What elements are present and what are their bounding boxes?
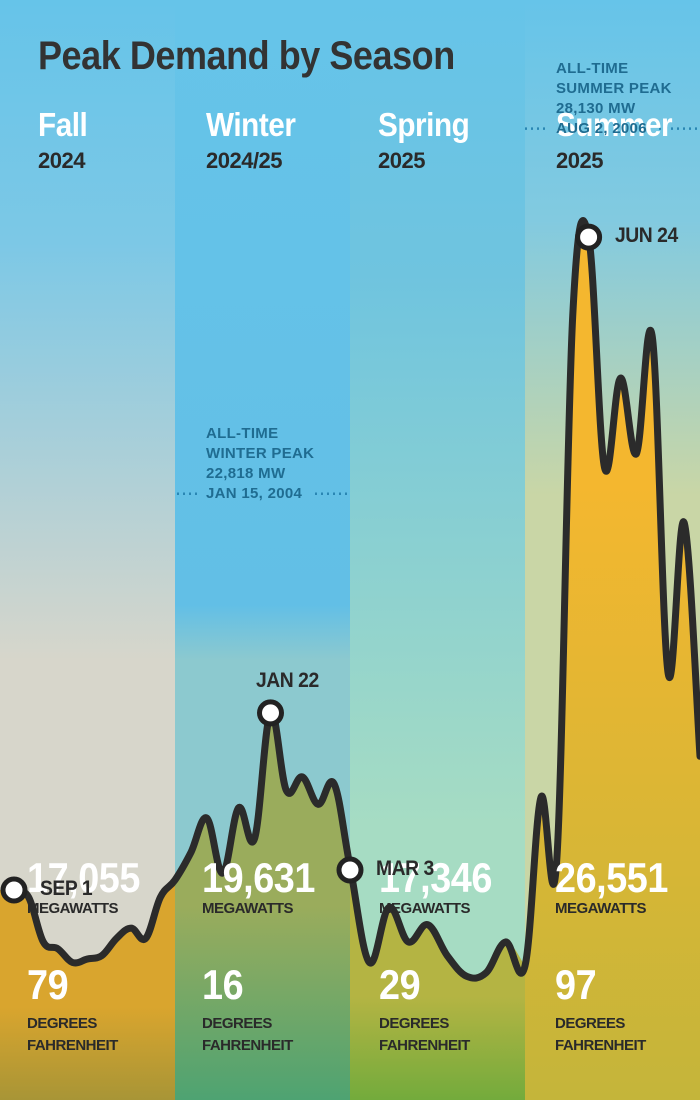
record-line-text: SUMMER PEAK	[556, 79, 672, 97]
season-name: Summer	[556, 106, 673, 143]
demand-line	[10, 217, 700, 982]
record-line-text: 28,130 MW	[556, 99, 636, 117]
season-stats-spring: 17,346 MEGAWATTS 29 DEGREES FAHRENHEIT	[379, 854, 504, 1057]
peak-marker-winter	[257, 699, 284, 727]
fahrenheit-unit: FAHRENHEIT	[202, 1037, 293, 1054]
peak-megawatts: 17,055	[27, 854, 140, 901]
chart-title: Peak Demand by Season	[38, 34, 455, 78]
peak-temperature: 97	[555, 961, 597, 1008]
peak-label-winter: JAN 22	[256, 668, 320, 692]
season-heading-spring: Spring 2025	[378, 106, 480, 174]
degrees-unit: DEGREES	[379, 1015, 449, 1032]
degrees-unit: DEGREES	[555, 1015, 625, 1032]
peak-temperature: 16	[202, 961, 244, 1008]
record-line-text: ALL-TIME	[206, 424, 279, 442]
season-heading-summer: Summer 2025	[556, 106, 685, 174]
season-stats-summer: 26,551 MEGAWATTS 97 DEGREES FAHRENHEIT	[555, 854, 680, 1057]
peak-label-fall: SEP 1	[40, 876, 93, 900]
peak-temperature: 79	[27, 961, 69, 1008]
peak-temperature: 29	[379, 961, 421, 1008]
peak-marker-fall	[0, 876, 28, 904]
season-heading-winter: Winter 2024/25	[206, 106, 305, 174]
record-line-text: WINTER PEAK	[206, 444, 315, 462]
season-area-fall	[0, 880, 175, 1100]
fahrenheit-unit: FAHRENHEIT	[27, 1037, 118, 1054]
degrees-unit: DEGREES	[27, 1015, 97, 1032]
record-label-winter: ALL-TIME WINTER PEAK 22,818 MW JAN 15, 2004	[206, 424, 314, 504]
season-stats-winter: 19,631 MEGAWATTS 16 DEGREES FAHRENHEIT	[202, 854, 327, 1057]
season-heading-fall: Fall 2024	[38, 106, 93, 174]
season-year: 2024	[38, 148, 85, 173]
peak-label-spring: MAR 3	[376, 856, 434, 880]
degrees-unit: DEGREES	[202, 1015, 272, 1032]
season-name: Spring	[378, 106, 470, 143]
peak-marker-summer	[575, 223, 603, 251]
season-name: Winter	[206, 106, 296, 143]
record-line-text: 22,818 MW	[206, 464, 286, 482]
megawatts-unit: MEGAWATTS	[202, 900, 294, 917]
season-band-spring	[350, 0, 525, 1100]
record-label-summer: ALL-TIME SUMMER PEAK 28,130 MW AUG 2, 2006	[556, 59, 672, 139]
season-area-winter	[175, 712, 350, 1100]
peak-label-summer: JUN 24	[614, 224, 678, 248]
season-year: 2025	[378, 148, 425, 173]
record-line-text: JAN 15, 2004	[206, 484, 303, 502]
season-year: 2024/25	[206, 148, 283, 173]
season-stats-fall: 17,055 MEGAWATTS 79 DEGREES FAHRENHEIT	[27, 854, 152, 1057]
megawatts-unit: MEGAWATTS	[27, 900, 119, 917]
season-year: 2025	[556, 148, 603, 173]
peak-megawatts: 19,631	[202, 854, 315, 901]
megawatts-unit: MEGAWATTS	[379, 900, 471, 917]
fahrenheit-unit: FAHRENHEIT	[379, 1037, 470, 1054]
record-line-text: AUG 2, 2006	[556, 119, 647, 137]
megawatts-unit: MEGAWATTS	[555, 900, 647, 917]
peak-megawatts: 17,346	[379, 854, 492, 901]
season-name: Fall	[38, 106, 88, 143]
peak-marker-spring	[336, 856, 364, 884]
season-area-spring	[350, 870, 525, 1100]
peak-megawatts: 26,551	[555, 854, 668, 901]
record-line-text: ALL-TIME	[556, 59, 629, 77]
fahrenheit-unit: FAHRENHEIT	[555, 1037, 646, 1054]
